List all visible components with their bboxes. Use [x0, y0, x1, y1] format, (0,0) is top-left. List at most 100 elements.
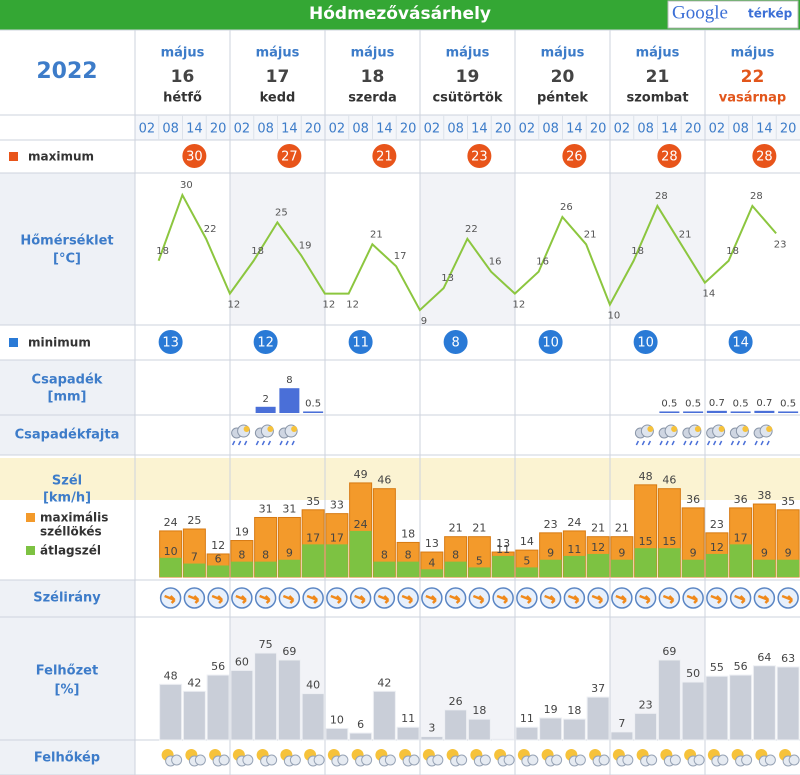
precip-label: 0.5	[305, 398, 321, 409]
avg-label: 17	[306, 531, 320, 544]
hour: 14	[756, 122, 773, 137]
precip-icon	[254, 424, 274, 446]
logo-box[interactable]	[667, 0, 799, 29]
precip-label: 0.5	[780, 398, 796, 409]
wind-dir-icon	[231, 587, 253, 609]
cloud-label: 3	[428, 722, 435, 735]
dir-arrow	[662, 594, 675, 604]
dir-arrow	[496, 594, 509, 604]
precip-bar	[279, 388, 300, 413]
min-badge	[443, 330, 468, 354]
max-value: 26	[566, 150, 583, 165]
wind-dir-icon	[682, 587, 704, 609]
max-badge	[657, 144, 682, 168]
logo-map[interactable]: térkép	[748, 7, 793, 21]
cloud-label: 50	[686, 667, 700, 680]
avg-label: 12	[591, 541, 605, 554]
gust-label: 23	[710, 518, 724, 531]
cloud-bar	[586, 696, 610, 741]
rain	[683, 440, 699, 446]
avg-label: 9	[618, 547, 625, 560]
weekday: csütörtök	[432, 91, 502, 106]
cloud-label: 18	[567, 704, 581, 717]
precip-label: 0.5	[661, 398, 677, 409]
cloud-puff	[669, 754, 681, 766]
cloud-puff	[788, 754, 800, 766]
cloud-bar	[230, 669, 254, 741]
hour: 02	[424, 122, 441, 137]
temperature-label: 12	[323, 300, 336, 311]
month: május	[256, 46, 300, 61]
avg-label: 8	[238, 549, 245, 562]
max-badge	[372, 144, 397, 168]
dir-arrow	[401, 594, 414, 604]
wind-dir-icon	[753, 587, 776, 609]
precip-bar	[778, 411, 799, 413]
wind-dir-icon	[729, 587, 752, 609]
dir-arrow	[306, 594, 319, 604]
hour: 20	[590, 122, 607, 137]
cloud-icon	[636, 749, 658, 767]
temperature-label: 14	[703, 289, 716, 300]
rain	[255, 440, 272, 446]
day-number: 21	[646, 67, 670, 87]
dir-arrow	[211, 594, 224, 604]
min-value: 11	[352, 336, 369, 351]
wind-dir-icon	[587, 587, 609, 609]
row-label: Felhőzet	[36, 664, 98, 679]
row-label: [km/h]	[43, 491, 91, 506]
avg-bar	[705, 553, 728, 577]
row-label: maximális	[40, 511, 108, 525]
max-key	[9, 152, 18, 161]
avg-bar	[587, 553, 610, 577]
avg-bar	[254, 561, 277, 577]
title-bar	[0, 0, 800, 30]
hour: 20	[400, 122, 417, 137]
cloud-puff	[408, 754, 420, 766]
avg-bar	[207, 565, 230, 577]
precip-bar	[659, 411, 680, 413]
month: május	[351, 46, 395, 61]
avg-label: 17	[330, 531, 344, 544]
avg-bar	[634, 548, 657, 577]
dir-arrow	[425, 594, 437, 604]
precip-bar	[303, 411, 324, 413]
avg-bar	[610, 559, 633, 577]
wind-dir-icon	[302, 587, 324, 609]
sun	[742, 426, 749, 432]
temperature-label: 21	[679, 229, 692, 240]
logo-google[interactable]: Google	[672, 2, 728, 23]
cloud-icon	[517, 749, 539, 767]
gust-label: 35	[306, 495, 320, 508]
temperature-label: 19	[299, 240, 312, 251]
dir-arrow	[567, 594, 580, 604]
cloud-bar	[515, 726, 539, 741]
wind-dir-icon	[539, 587, 562, 609]
row-label: [%]	[55, 683, 80, 698]
min-badge	[348, 330, 373, 354]
cloud-puff	[646, 754, 658, 766]
avg-label: 9	[690, 547, 697, 560]
hour: 02	[139, 122, 156, 137]
min-value: 13	[162, 336, 179, 351]
cloud-puff	[313, 754, 325, 766]
avg-label: 15	[662, 535, 676, 548]
precip-label: 0.7	[756, 398, 772, 409]
avg-bar	[278, 559, 301, 577]
dir-arrow	[520, 594, 532, 604]
cloud-label: 64	[757, 651, 771, 664]
gust-label: 18	[401, 527, 415, 540]
cloud-puff	[598, 754, 610, 766]
gust-label: 23	[544, 518, 558, 531]
max-badge	[467, 144, 492, 168]
city-title: Hódmezővásárhely	[309, 4, 491, 24]
cloud-icon	[565, 749, 586, 767]
avg-bar	[397, 561, 420, 577]
hour: 20	[495, 122, 512, 137]
cloud-bar	[776, 666, 800, 741]
avg-label: 11	[496, 543, 510, 556]
avg-label: 17	[734, 531, 748, 544]
wind-high-band	[135, 458, 800, 500]
cloud-puff	[194, 754, 206, 766]
avg-bar	[325, 544, 348, 577]
